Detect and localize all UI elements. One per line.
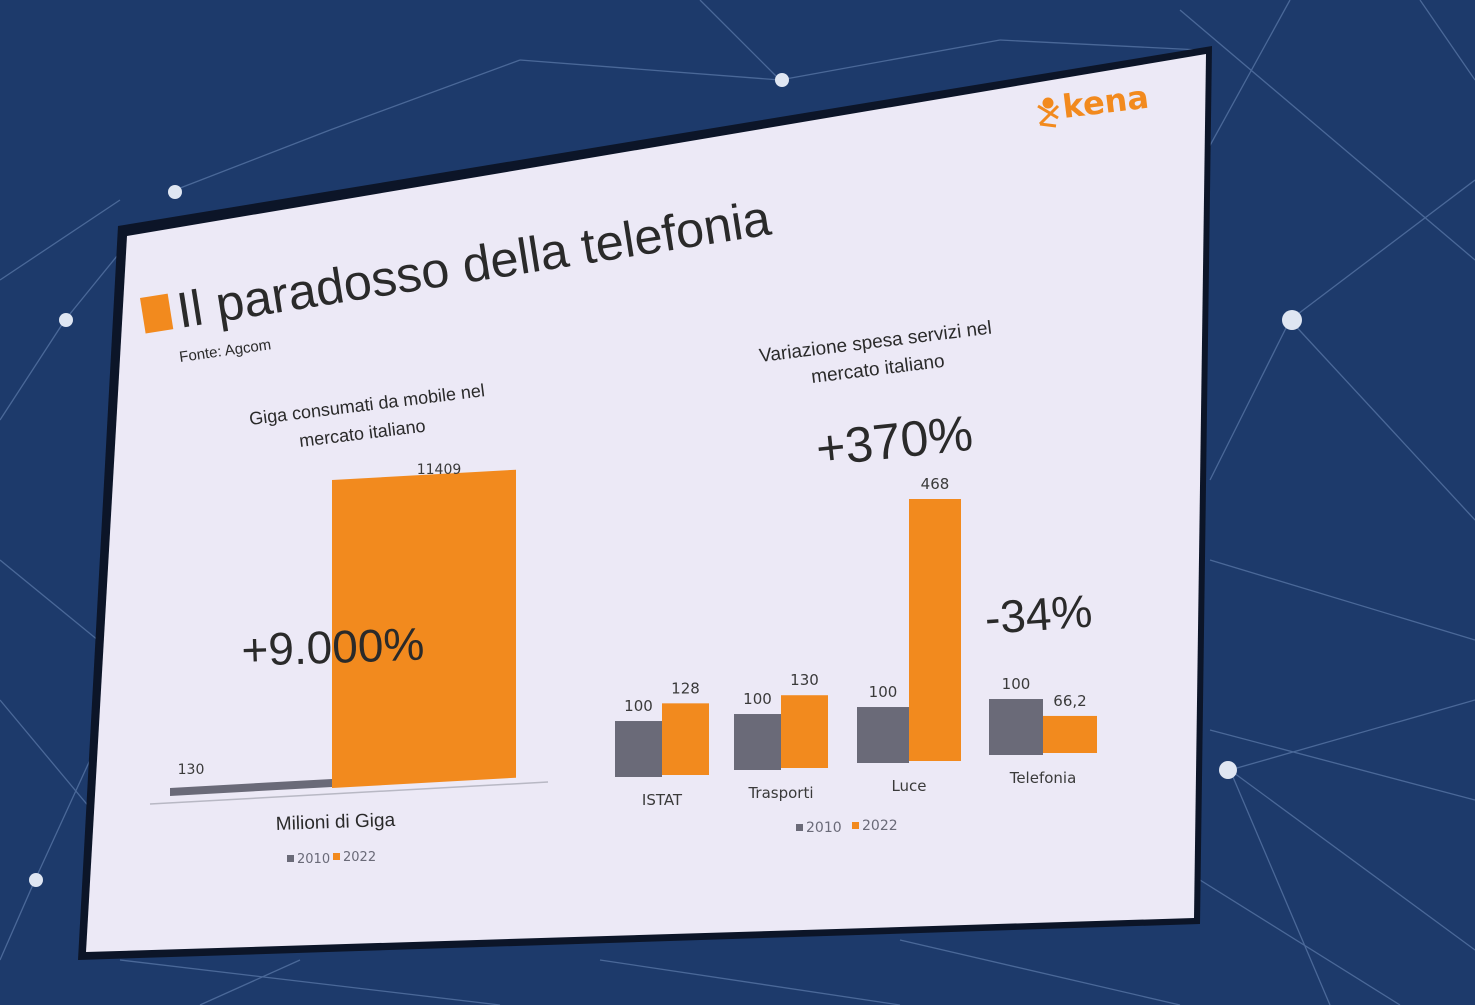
legend-swatch-2022 xyxy=(852,822,859,829)
right-bar-Telefonia-2022 xyxy=(1043,715,1097,753)
right-bar-Telefonia-2010 xyxy=(989,699,1043,755)
left-bar-2010 xyxy=(170,778,332,796)
legend-label-2010: 2010 xyxy=(297,852,330,867)
right-data-label-Trasporti-2010: 100 xyxy=(743,690,772,708)
right-bar-ISTAT-2022 xyxy=(662,703,709,775)
right-bar-Trasporti-2022 xyxy=(781,695,828,768)
right-chart-highlight-down: -34% xyxy=(983,585,1094,644)
left-chart-legend: 2010 2022 xyxy=(287,850,376,867)
right-category-label-ISTAT: ISTAT xyxy=(642,791,683,809)
right-data-label-Trasporti-2022: 130 xyxy=(790,671,819,689)
legend-label-2022: 2022 xyxy=(862,818,898,834)
right-data-label-ISTAT-2022: 128 xyxy=(671,679,700,697)
right-category-label-Trasporti: Trasporti xyxy=(747,784,813,802)
kena-logo-icon xyxy=(1037,97,1060,128)
right-data-label-Telefonia-2022: 66,2 xyxy=(1053,692,1086,710)
left-data-label-2010: 130 xyxy=(178,762,205,778)
legend-label-2022: 2022 xyxy=(343,850,376,865)
right-chart-legend: 2010 2022 xyxy=(796,818,898,836)
right-data-label-ISTAT-2010: 100 xyxy=(624,697,653,715)
left-bar-2022 xyxy=(332,469,516,788)
legend-label-2010: 2010 xyxy=(806,820,842,836)
left-chart-highlight: +9.000% xyxy=(241,618,426,676)
right-bar-Luce-2022 xyxy=(909,499,961,761)
legend-swatch-2022 xyxy=(333,853,340,860)
legend-swatch-2010 xyxy=(287,855,294,862)
right-data-label-Telefonia-2010: 100 xyxy=(1002,675,1031,693)
right-category-label-Telefonia: Telefonia xyxy=(1009,769,1077,787)
right-data-label-Luce-2010: 100 xyxy=(869,683,898,701)
left-chart-baseline xyxy=(149,781,549,805)
slide-surface xyxy=(86,54,1206,952)
right-bar-Luce-2010 xyxy=(857,707,909,763)
left-chart: Giga consumati da mobile nel mercato ita… xyxy=(149,380,549,867)
right-bar-Trasporti-2010 xyxy=(734,714,781,770)
right-data-label-Luce-2022: 468 xyxy=(921,475,950,493)
right-bar-ISTAT-2010 xyxy=(615,721,662,777)
left-chart-xlabel: Milioni di Giga xyxy=(275,810,395,835)
title-accent-square xyxy=(140,293,174,334)
legend-swatch-2010 xyxy=(796,824,803,831)
right-category-label-Luce: Luce xyxy=(891,777,926,795)
left-data-label-2022: 11409 xyxy=(417,462,462,478)
